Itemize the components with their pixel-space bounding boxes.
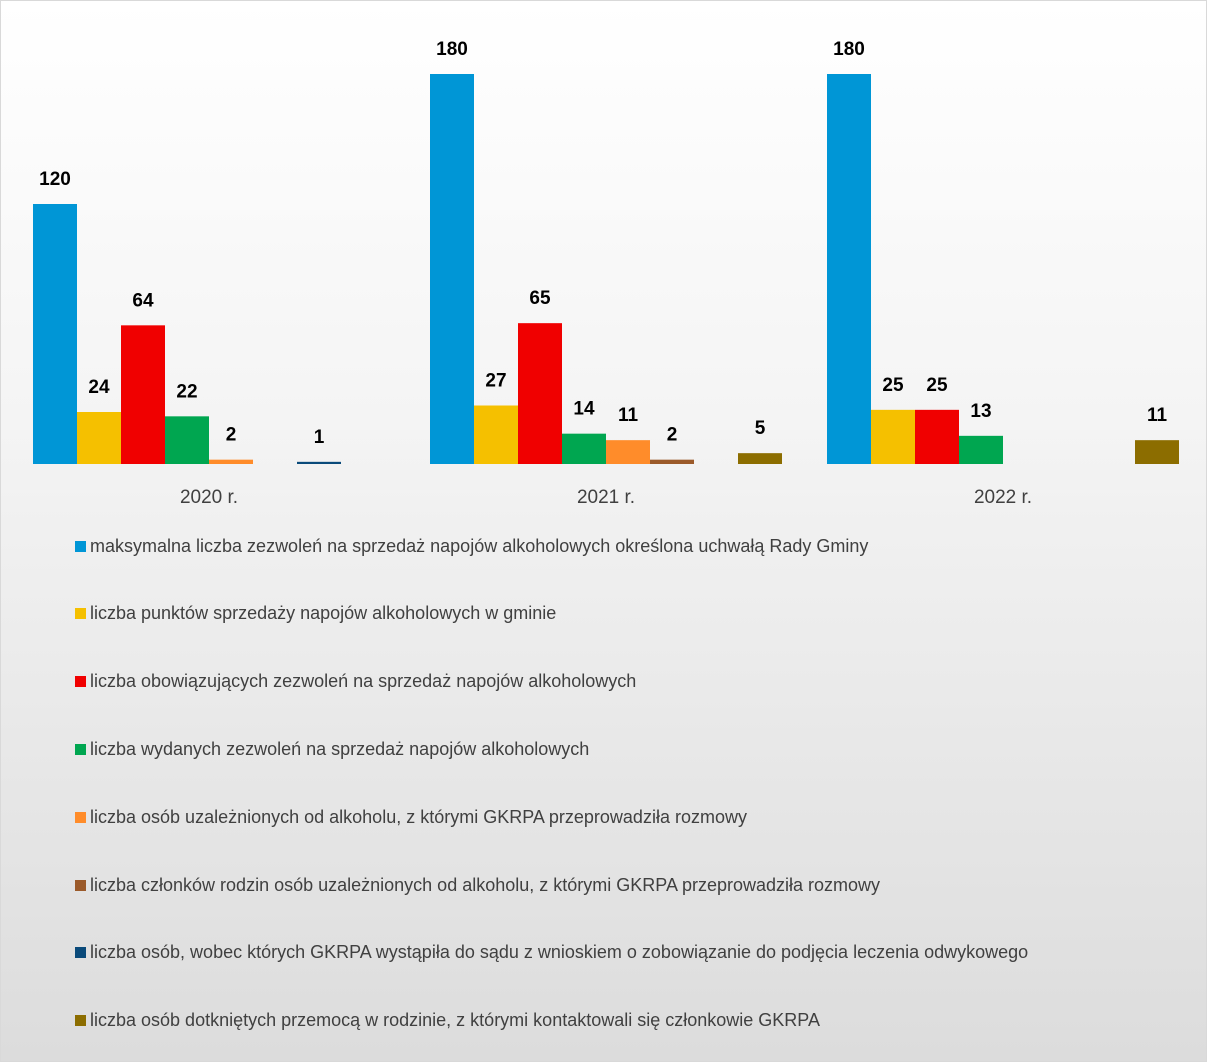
legend-label: liczba obowiązujących zezwoleń na sprzed…	[90, 671, 637, 691]
x-tick-label: 2021 r.	[577, 487, 635, 508]
data-label: 11	[1147, 405, 1168, 426]
data-label: 27	[485, 371, 506, 392]
bar	[474, 405, 518, 464]
legend-item: maksymalna liczba zezwoleń na sprzedaż n…	[75, 535, 1195, 558]
x-tick-label: 2022 r.	[974, 487, 1032, 508]
bar	[297, 461, 341, 464]
data-label: 25	[926, 375, 948, 396]
data-label: 5	[755, 418, 766, 439]
legend-swatch	[75, 676, 86, 687]
bar	[738, 453, 782, 464]
legend-item: liczba osób uzależnionych od alkoholu, z…	[75, 806, 1195, 829]
data-label: 180	[833, 39, 865, 60]
legend-swatch	[75, 1015, 86, 1026]
bar	[209, 459, 253, 464]
bar	[562, 433, 606, 464]
bar	[650, 459, 694, 464]
bar	[518, 323, 562, 464]
bar	[165, 416, 209, 464]
bar	[77, 412, 121, 464]
data-label: 120	[39, 169, 71, 190]
bar	[827, 74, 871, 464]
legend-swatch	[75, 744, 86, 755]
data-label: 65	[529, 288, 551, 309]
bar	[1135, 440, 1179, 464]
legend-label: maksymalna liczba zezwoleń na sprzedaż n…	[90, 536, 869, 556]
legend-label: liczba wydanych zezwoleń na sprzedaż nap…	[90, 739, 590, 759]
data-label: 11	[618, 405, 639, 426]
legend-item: liczba osób, wobec których GKRPA wystąpi…	[75, 941, 1195, 964]
data-label: 13	[970, 401, 991, 422]
bar	[33, 204, 77, 464]
legend-item: liczba członków rodzin osób uzależnionyc…	[75, 874, 1195, 897]
x-tick-label: 2020 r.	[180, 487, 238, 508]
legend-item: liczba osób dotkniętych przemocą w rodzi…	[75, 1009, 1195, 1032]
bar	[606, 440, 650, 464]
bar	[915, 409, 959, 464]
legend-label: liczba punktów sprzedaży napojów alkohol…	[90, 603, 557, 623]
data-label: 64	[132, 290, 154, 311]
data-label: 14	[573, 399, 595, 420]
legend-swatch	[75, 812, 86, 823]
legend-label: liczba osób, wobec których GKRPA wystąpi…	[90, 942, 1029, 962]
data-label: 2	[667, 425, 678, 446]
bar	[430, 74, 474, 464]
legend-swatch	[75, 608, 86, 619]
legend-label: liczba osób dotkniętych przemocą w rodzi…	[90, 1010, 820, 1030]
legend-swatch	[75, 541, 86, 552]
bar	[959, 435, 1003, 464]
legend-swatch	[75, 947, 86, 958]
data-label: 22	[176, 381, 197, 402]
bar	[871, 409, 915, 464]
legend-item: liczba wydanych zezwoleń na sprzedaż nap…	[75, 738, 1195, 761]
legend-label: liczba osób uzależnionych od alkoholu, z…	[90, 807, 747, 827]
data-label: 1	[314, 427, 325, 448]
legend-label: liczba członków rodzin osób uzależnionyc…	[90, 875, 881, 895]
legend-swatch	[75, 880, 86, 891]
data-label: 180	[436, 39, 468, 60]
data-label: 2	[226, 425, 237, 446]
data-label: 25	[882, 375, 904, 396]
legend-item: liczba punktów sprzedaży napojów alkohol…	[75, 602, 1195, 625]
legend-item: liczba obowiązujących zezwoleń na sprzed…	[75, 670, 1195, 693]
bar	[121, 325, 165, 464]
data-label: 24	[88, 377, 110, 398]
